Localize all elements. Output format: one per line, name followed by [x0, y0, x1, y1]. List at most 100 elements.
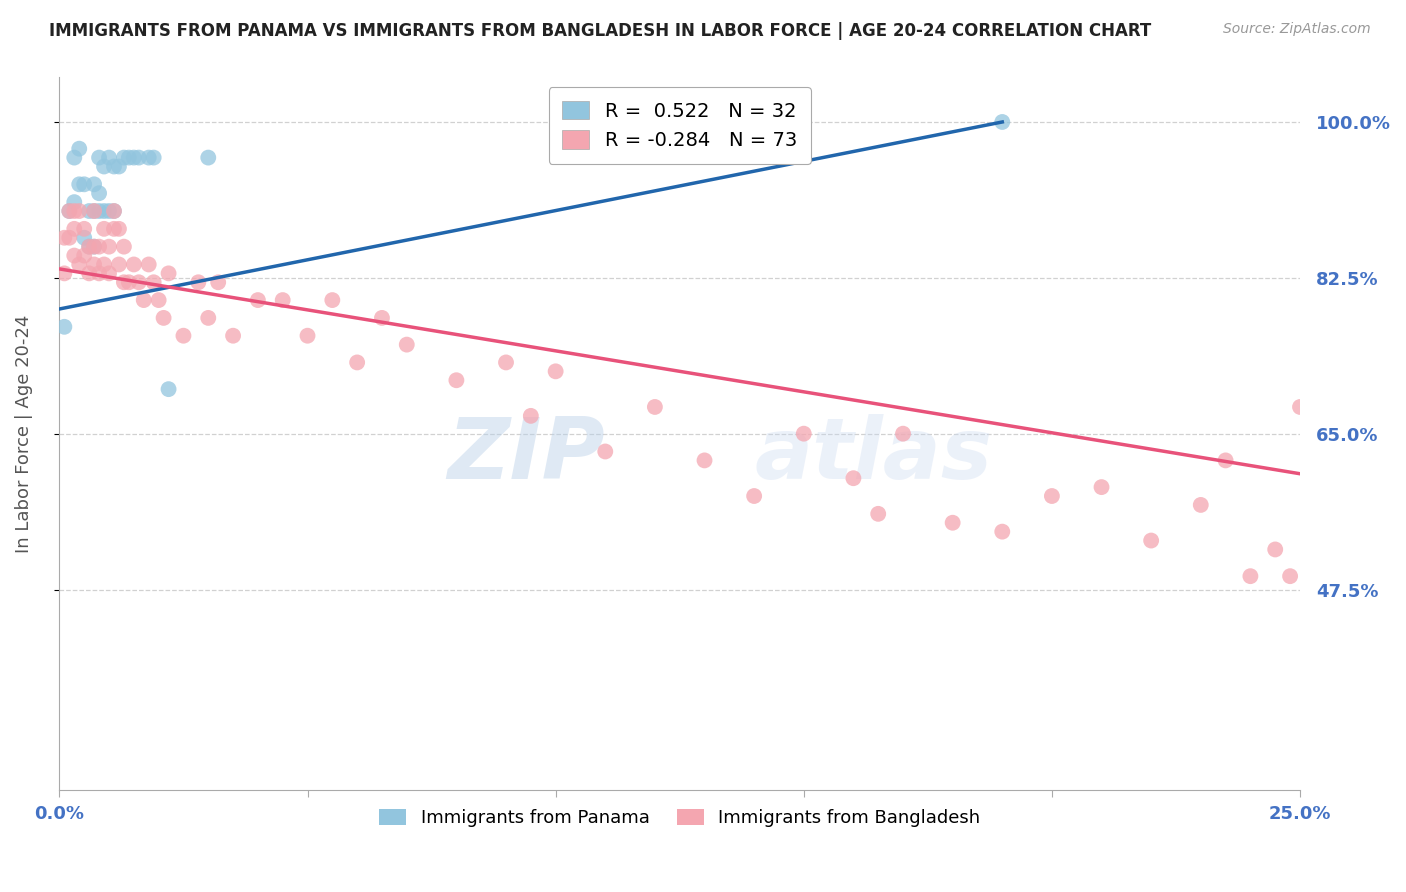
Point	[53, 231, 76, 245]
Point	[142, 275, 165, 289]
Point	[73, 231, 96, 245]
Point	[1264, 542, 1286, 557]
Point	[544, 364, 567, 378]
Point	[157, 266, 180, 280]
Point	[942, 516, 965, 530]
Point	[148, 293, 170, 307]
Point	[83, 257, 105, 271]
Point	[495, 355, 517, 369]
Point	[67, 178, 90, 192]
Point	[142, 151, 165, 165]
Point	[593, 444, 616, 458]
Point	[152, 310, 174, 325]
Point	[83, 240, 105, 254]
Point	[93, 257, 115, 271]
Point	[157, 382, 180, 396]
Point	[87, 266, 110, 280]
Y-axis label: In Labor Force | Age 20-24: In Labor Force | Age 20-24	[15, 315, 32, 553]
Point	[112, 151, 135, 165]
Point	[1140, 533, 1163, 548]
Point	[1090, 480, 1112, 494]
Point	[58, 204, 80, 219]
Point	[742, 489, 765, 503]
Point	[67, 204, 90, 219]
Point	[346, 355, 368, 369]
Point	[63, 249, 86, 263]
Point	[93, 160, 115, 174]
Point	[93, 204, 115, 219]
Point	[207, 275, 229, 289]
Point	[63, 151, 86, 165]
Point	[77, 240, 100, 254]
Point	[87, 151, 110, 165]
Point	[58, 231, 80, 245]
Point	[77, 240, 100, 254]
Point	[842, 471, 865, 485]
Point	[83, 204, 105, 219]
Point	[1239, 569, 1261, 583]
Point	[1279, 569, 1302, 583]
Point	[868, 507, 890, 521]
Point	[67, 257, 90, 271]
Point	[222, 328, 245, 343]
Text: Source: ZipAtlas.com: Source: ZipAtlas.com	[1223, 22, 1371, 37]
Point	[63, 222, 86, 236]
Point	[87, 240, 110, 254]
Point	[98, 266, 121, 280]
Point	[197, 151, 219, 165]
Point	[1289, 400, 1312, 414]
Point	[53, 266, 76, 280]
Point	[891, 426, 914, 441]
Point	[73, 178, 96, 192]
Text: IMMIGRANTS FROM PANAMA VS IMMIGRANTS FROM BANGLADESH IN LABOR FORCE | AGE 20-24 : IMMIGRANTS FROM PANAMA VS IMMIGRANTS FRO…	[49, 22, 1152, 40]
Point	[644, 400, 666, 414]
Point	[63, 195, 86, 210]
Point	[83, 204, 105, 219]
Point	[98, 151, 121, 165]
Point	[321, 293, 343, 307]
Point	[446, 373, 468, 387]
Point	[63, 204, 86, 219]
Point	[98, 204, 121, 219]
Point	[271, 293, 294, 307]
Point	[138, 151, 160, 165]
Point	[108, 257, 131, 271]
Point	[112, 240, 135, 254]
Point	[58, 204, 80, 219]
Point	[246, 293, 269, 307]
Point	[172, 328, 194, 343]
Point	[693, 453, 716, 467]
Point	[122, 257, 145, 271]
Point	[991, 524, 1014, 539]
Point	[197, 310, 219, 325]
Text: atlas: atlas	[754, 414, 993, 497]
Point	[83, 240, 105, 254]
Point	[1040, 489, 1063, 503]
Point	[138, 257, 160, 271]
Point	[67, 142, 90, 156]
Point	[128, 275, 150, 289]
Point	[395, 337, 418, 351]
Point	[371, 310, 394, 325]
Point	[132, 293, 155, 307]
Point	[73, 222, 96, 236]
Point	[103, 204, 125, 219]
Point	[297, 328, 319, 343]
Point	[53, 319, 76, 334]
Point	[1189, 498, 1212, 512]
Point	[118, 151, 141, 165]
Point	[187, 275, 209, 289]
Point	[112, 275, 135, 289]
Point	[98, 240, 121, 254]
Legend: Immigrants from Panama, Immigrants from Bangladesh: Immigrants from Panama, Immigrants from …	[373, 802, 987, 834]
Point	[108, 160, 131, 174]
Point	[103, 222, 125, 236]
Point	[77, 266, 100, 280]
Point	[103, 204, 125, 219]
Point	[118, 275, 141, 289]
Point	[73, 249, 96, 263]
Point	[1299, 498, 1322, 512]
Point	[93, 222, 115, 236]
Point	[87, 186, 110, 201]
Point	[793, 426, 815, 441]
